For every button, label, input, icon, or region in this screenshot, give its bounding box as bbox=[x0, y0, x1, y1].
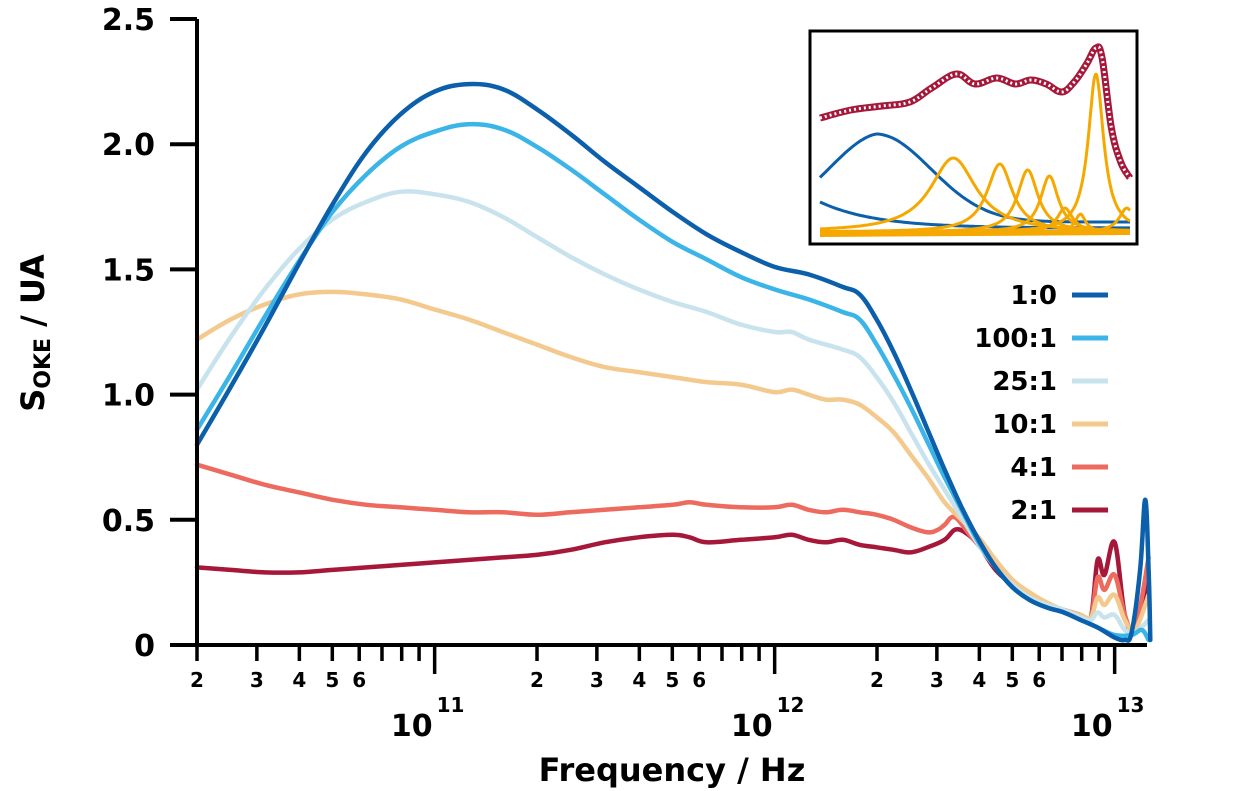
legend-label: 100:1 bbox=[974, 324, 1057, 354]
inset-curves bbox=[818, 43, 1134, 237]
legend-item: 1:0 bbox=[1010, 281, 1108, 311]
x-minor-tick-label: 2 bbox=[530, 668, 544, 692]
x-major-tick-exponent: 13 bbox=[1117, 693, 1145, 717]
legend-item: 25:1 bbox=[992, 367, 1108, 397]
x-minor-tick-label: 6 bbox=[352, 668, 366, 692]
legend-item: 2:1 bbox=[1010, 496, 1108, 526]
x-major-tick-exponent: 11 bbox=[437, 693, 465, 717]
y-tick-label: 2.5 bbox=[102, 3, 155, 38]
y-tick-label: 1.5 bbox=[102, 253, 155, 288]
legend-label: 10:1 bbox=[992, 410, 1057, 440]
legend-item: 100:1 bbox=[974, 324, 1108, 354]
x-minor-tick-label: 6 bbox=[692, 668, 706, 692]
x-minor-tick-label: 4 bbox=[632, 668, 646, 692]
x-minor-tick-label: 3 bbox=[930, 668, 944, 692]
x-axis-title: Frequency / Hz bbox=[539, 751, 806, 789]
x-minor-tick-label: 6 bbox=[1032, 668, 1046, 692]
x-minor-tick-label: 2 bbox=[190, 668, 204, 692]
y-tick-label: 1.0 bbox=[102, 379, 155, 414]
legend-label: 25:1 bbox=[992, 367, 1057, 397]
legend-item: 4:1 bbox=[1010, 453, 1108, 483]
series-line-4-1 bbox=[194, 462, 1151, 636]
legend-label: 4:1 bbox=[1010, 453, 1057, 483]
legend-item: 10:1 bbox=[992, 410, 1108, 440]
x-minor-tick-label: 2 bbox=[870, 668, 884, 692]
x-major-tick-base: 10 bbox=[731, 709, 773, 744]
legend-label: 1:0 bbox=[1010, 281, 1057, 311]
x-minor-tick-label: 3 bbox=[590, 668, 604, 692]
x-major-tick-base: 10 bbox=[391, 709, 433, 744]
inset-orange-peak bbox=[819, 206, 1132, 234]
x-minor-tick-label: 4 bbox=[292, 668, 306, 692]
y-ticks: 0 0.5 1.0 1.5 2.0 2.5 bbox=[102, 3, 197, 664]
series-line-10-1 bbox=[194, 289, 1151, 634]
inset-decomposition-plot bbox=[808, 29, 1139, 246]
x-major-tick-exponent: 12 bbox=[777, 693, 805, 717]
x-minor-tick-label: 5 bbox=[325, 668, 339, 692]
y-tick-label: 0 bbox=[134, 629, 155, 664]
inset-fit-curve-dots bbox=[819, 45, 1132, 179]
x-minor-tick-label: 5 bbox=[1005, 668, 1019, 692]
x-minor-tick-label: 4 bbox=[972, 668, 986, 692]
plot-series bbox=[194, 81, 1153, 643]
x-minor-tick-label: 3 bbox=[250, 668, 264, 692]
legend: 1:0 100:1 25:1 10:1 4:1 2:1 bbox=[974, 281, 1108, 526]
inset-blue-component bbox=[818, 132, 1130, 224]
y-tick-label: 0.5 bbox=[102, 504, 155, 539]
x-major-tick-base: 10 bbox=[1071, 709, 1113, 744]
y-axis-title: SOKE / UA bbox=[14, 254, 56, 412]
x-minor-tick-label: 5 bbox=[665, 668, 679, 692]
series-line-1-0 bbox=[194, 81, 1153, 643]
legend-label: 2:1 bbox=[1010, 496, 1057, 526]
y-tick-label: 2.0 bbox=[102, 128, 155, 163]
series-line-25-1 bbox=[194, 189, 1151, 636]
